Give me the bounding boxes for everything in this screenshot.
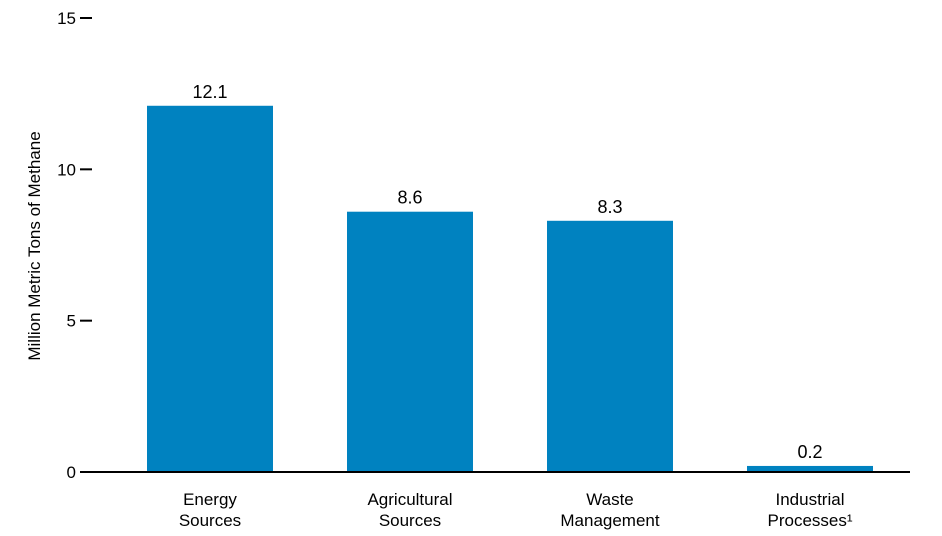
x-tick-label: Waste [586,490,634,509]
y-axis: 0 5 10 15 [57,9,92,482]
bars [147,105,873,473]
category-labels: Energy Sources Agricultural Sources Waste Man… [179,490,853,530]
x-tick-label: Sources [379,511,441,530]
bar [547,220,673,472]
y-axis-title: Million Metric Tons of Methane [25,131,44,360]
x-tick-label: Industrial [776,490,845,509]
bar [347,211,473,472]
x-tick-label: Management [560,511,660,530]
data-label: 8.6 [397,188,422,208]
x-tick-label: Agricultural [367,490,452,509]
y-tick-label: 15 [57,9,76,28]
data-label: 12.1 [192,82,227,102]
bar [747,465,873,472]
x-tick-label: Sources [179,511,241,530]
y-tick-label: 10 [57,160,76,179]
bar [147,105,273,473]
data-labels: 12.1 8.6 8.3 0.2 [192,82,822,462]
y-tick-label: 0 [67,463,76,482]
x-tick-label: Processes¹ [767,511,852,530]
x-tick-label: Energy [183,490,237,509]
data-label: 8.3 [597,197,622,217]
y-tick-label: 5 [67,312,76,331]
data-label: 0.2 [797,442,822,462]
